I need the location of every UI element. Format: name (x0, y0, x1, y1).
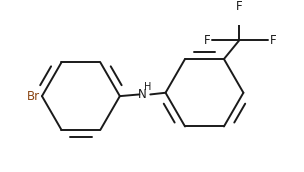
Text: N: N (138, 88, 147, 101)
Text: Br: Br (27, 90, 40, 103)
Text: F: F (204, 34, 210, 47)
Text: H: H (144, 82, 152, 92)
Text: F: F (270, 34, 276, 47)
Text: F: F (236, 0, 243, 13)
